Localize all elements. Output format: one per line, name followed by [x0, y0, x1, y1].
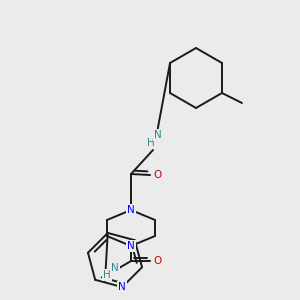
Text: N: N [127, 241, 135, 251]
Text: O: O [153, 170, 161, 180]
Text: O: O [153, 256, 161, 266]
Text: N: N [127, 205, 135, 215]
Text: N: N [154, 130, 162, 140]
Text: H: H [147, 138, 155, 148]
Text: H: H [103, 270, 111, 280]
Text: N: N [118, 282, 126, 292]
Text: N: N [111, 263, 119, 273]
